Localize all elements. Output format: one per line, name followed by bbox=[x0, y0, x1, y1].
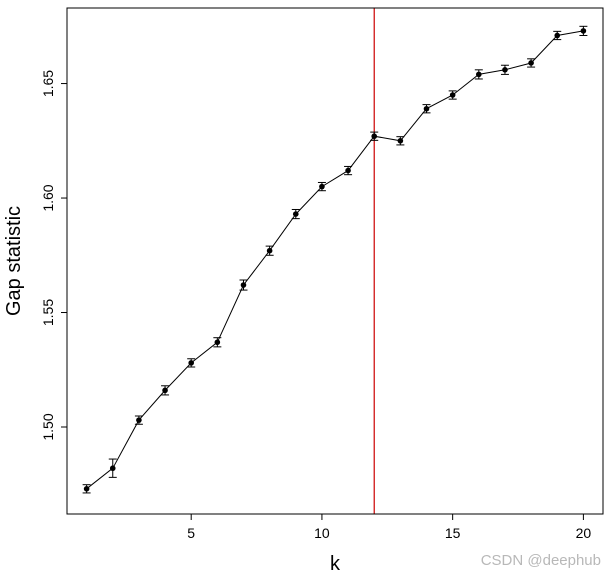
series-line bbox=[86, 30, 584, 490]
data-point bbox=[292, 211, 299, 217]
data-point bbox=[83, 486, 90, 492]
data-point bbox=[528, 60, 534, 66]
data-point bbox=[136, 417, 142, 423]
x-tick-label: 15 bbox=[445, 525, 461, 541]
data-point bbox=[266, 247, 273, 254]
data-point bbox=[476, 71, 482, 78]
data-point bbox=[240, 282, 247, 288]
data-point bbox=[214, 339, 221, 346]
data-point bbox=[319, 183, 325, 190]
x-tick-label: 20 bbox=[576, 525, 592, 541]
data-point bbox=[554, 32, 561, 39]
data-point bbox=[397, 137, 404, 144]
y-tick-label: 1.55 bbox=[40, 299, 56, 326]
data-point bbox=[188, 360, 194, 366]
plot-frame bbox=[66, 7, 604, 515]
x-tick-label: 5 bbox=[187, 525, 195, 541]
data-point bbox=[580, 28, 587, 34]
y-tick-label: 1.65 bbox=[40, 70, 56, 97]
x-axis-label: k bbox=[330, 553, 341, 575]
watermark: CSDN @deephub bbox=[480, 552, 601, 569]
data-point bbox=[109, 465, 116, 472]
data-point bbox=[162, 387, 168, 394]
x-tick-label: 10 bbox=[314, 525, 330, 541]
data-point bbox=[502, 67, 508, 73]
y-tick-label: 1.60 bbox=[40, 184, 56, 211]
y-axis-label: Gap statistic bbox=[3, 206, 25, 316]
data-point bbox=[345, 167, 351, 174]
y-tick-label: 1.50 bbox=[40, 413, 56, 440]
data-point bbox=[423, 105, 430, 112]
data-point bbox=[449, 92, 456, 98]
data-point bbox=[371, 133, 378, 140]
